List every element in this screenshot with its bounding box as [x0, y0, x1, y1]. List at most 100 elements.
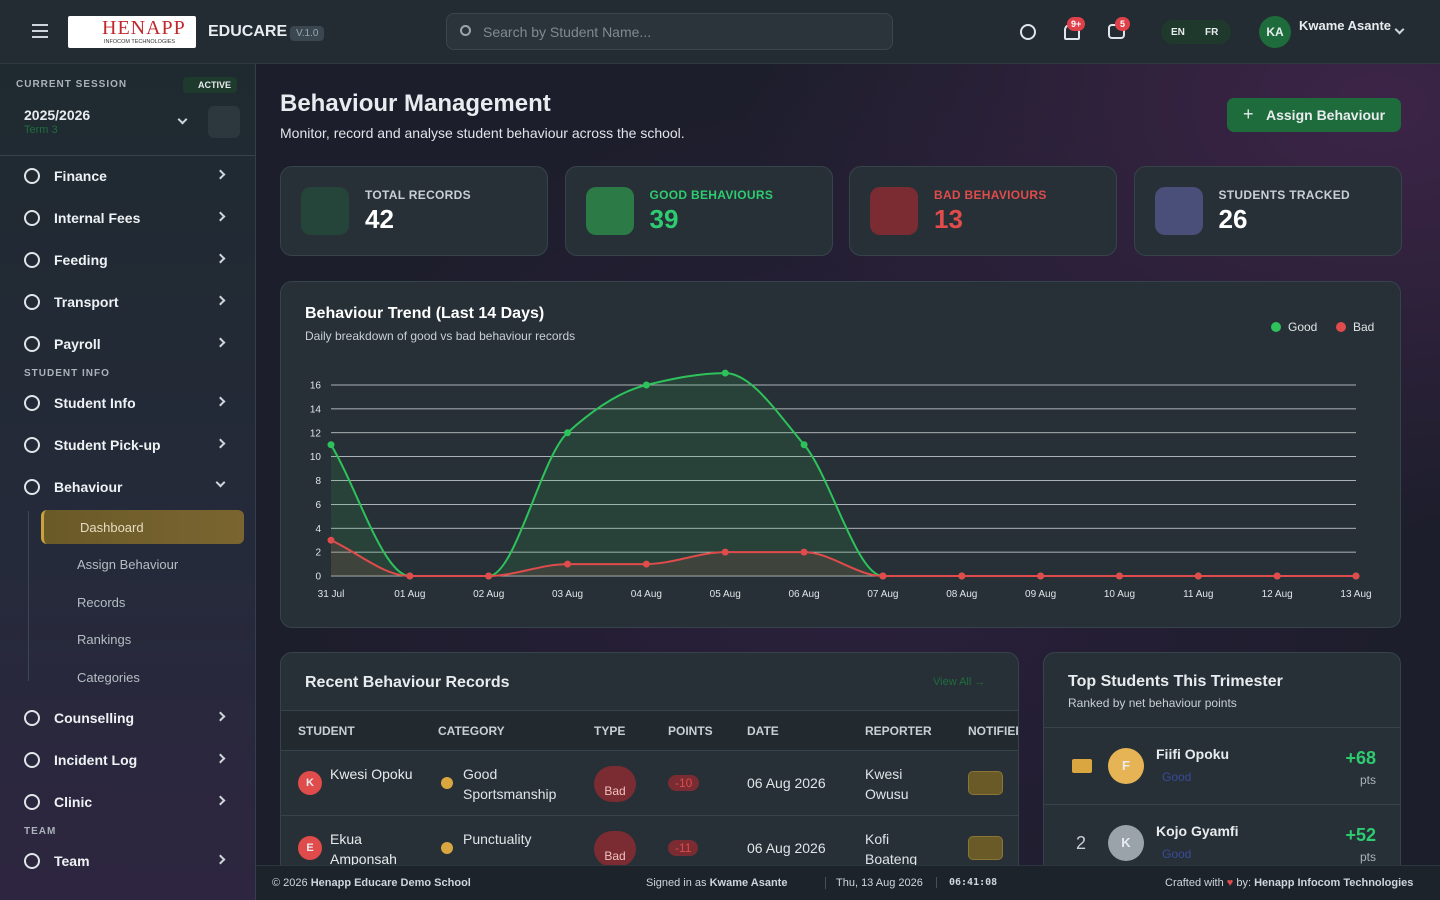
notify-button[interactable] — [968, 771, 1003, 795]
nav-label: Internal Fees — [54, 210, 141, 226]
stat-label: STUDENTS TRACKED — [1218, 188, 1350, 202]
column-header: REPORTER — [865, 724, 932, 738]
legend-label: Good — [1288, 320, 1317, 334]
row-divider — [1044, 804, 1400, 805]
chevron — [215, 253, 226, 264]
rank: 2 — [1076, 833, 1087, 853]
sub-item[interactable]: Categories — [41, 660, 244, 694]
session-label: CURRENT SESSION — [16, 79, 128, 90]
sub-label: Rankings — [77, 631, 132, 647]
nav-item[interactable]: Feeding — [24, 242, 232, 278]
stat-card: STUDENTS TRACKED 26 — [1133, 166, 1402, 256]
view-all[interactable]: View All → — [933, 676, 986, 688]
nav-icon — [24, 336, 40, 352]
x-tick-label: 11 Aug — [1183, 589, 1213, 600]
chevron — [215, 438, 226, 449]
user-name[interactable]: Kwame Asante — [1299, 18, 1391, 33]
legend-marker — [1336, 322, 1346, 332]
nav-item[interactable]: Finance — [24, 158, 232, 194]
nav-label: Incident Log — [54, 752, 138, 768]
chevron — [215, 854, 226, 865]
data-point — [485, 572, 493, 580]
nav-item[interactable]: Team — [24, 843, 232, 879]
sub-item[interactable]: Rankings — [41, 622, 244, 656]
stat-card: TOTAL RECORDS 42 — [280, 166, 548, 256]
search-box[interactable]: Search by Student Name... — [446, 13, 893, 50]
signed-user: Kwame Asante — [709, 877, 788, 889]
category: Punctuality — [463, 831, 532, 847]
net-points: +68 — [1345, 748, 1376, 768]
page-title: Behaviour Management — [280, 90, 551, 117]
stat-value: 13 — [934, 204, 963, 234]
language[interactable]: EN — [1171, 27, 1185, 38]
nav-item[interactable]: Behaviour — [24, 469, 232, 505]
x-tick-label: 12 Aug — [1262, 589, 1293, 600]
copyright: © 2026 — [272, 877, 308, 889]
nav-icon — [24, 210, 40, 226]
column-header: DATE — [747, 724, 779, 738]
type-badge: Bad — [594, 766, 636, 802]
records-card: Recent Behaviour Records View All → STUD… — [280, 652, 1019, 865]
menu-toggle[interactable] — [32, 24, 48, 38]
student-name[interactable]: Kwesi Opoku — [330, 766, 413, 782]
status: Good — [1162, 847, 1192, 861]
session-grid-button[interactable] — [208, 106, 240, 138]
avatar[interactable]: KA — [1259, 16, 1291, 48]
session-select[interactable] — [177, 114, 188, 125]
nav-item[interactable]: Transport — [24, 284, 232, 320]
nav-item[interactable]: Internal Fees — [24, 200, 232, 236]
y-tick-label: 2 — [315, 548, 321, 559]
session-term: Term 3 — [24, 124, 58, 136]
stat-card: GOOD BEHAVIOURS 39 — [564, 166, 833, 256]
legend-label: Bad — [1353, 320, 1374, 334]
student-name[interactable]: Kojo Gyamfi — [1156, 823, 1239, 839]
chevron — [215, 477, 226, 488]
column-header: STUDENT — [298, 724, 355, 738]
nav-item[interactable]: Student Pick-up — [24, 427, 232, 463]
data-point — [327, 441, 335, 449]
notify-button[interactable] — [968, 836, 1003, 860]
user-menu[interactable] — [1394, 24, 1405, 35]
nav-item[interactable]: Clinic — [24, 784, 232, 820]
chevron — [215, 795, 226, 806]
sub-item[interactable]: Records — [41, 585, 244, 619]
stat-label: GOOD BEHAVIOURS — [649, 188, 774, 202]
nav-icon — [24, 710, 40, 726]
chevron — [215, 337, 226, 348]
student-name[interactable]: Ekua Amponsah — [330, 831, 397, 865]
date: 06 Aug 2026 — [747, 775, 826, 791]
x-tick-label: 06 Aug — [788, 589, 819, 600]
x-tick-label: 03 Aug — [552, 589, 583, 600]
language[interactable]: FR — [1205, 27, 1219, 38]
stat-label: BAD BEHAVIOURS — [934, 188, 1047, 202]
theme-toggle[interactable] — [1020, 24, 1036, 40]
reporter: Kofi Boateng — [865, 831, 918, 865]
sub-item[interactable]: Assign Behaviour — [41, 547, 244, 581]
nav-item[interactable]: Student Info — [24, 385, 232, 421]
top-title: Top Students This Trimester — [1068, 673, 1283, 690]
sub-label: Assign Behaviour — [77, 556, 179, 572]
nav-label: Student Info — [54, 395, 136, 411]
sub-item[interactable]: Dashboard — [41, 510, 244, 544]
assign-button[interactable]: Assign Behaviour + — [1227, 98, 1401, 132]
column-header: CATEGORY — [438, 724, 505, 738]
section-label: STUDENT INFO — [24, 368, 110, 379]
stat-icon — [1154, 187, 1203, 235]
points-unit: pts — [1359, 850, 1376, 864]
search-placeholder: Search by Student Name... — [483, 24, 652, 40]
nav-icon — [24, 395, 40, 411]
nav-item[interactable]: Counselling — [24, 700, 232, 736]
nav-item[interactable]: Payroll — [24, 326, 232, 362]
chevron — [215, 211, 226, 222]
data-point — [721, 548, 729, 556]
nav-label: Behaviour — [54, 479, 123, 495]
nav-item[interactable]: Incident Log — [24, 742, 232, 778]
divider — [0, 155, 255, 156]
logo: HENAPP INFOCOM TECHNOLOGIES — [68, 16, 196, 48]
data-point — [406, 572, 414, 580]
x-tick-label: 13 Aug — [1340, 589, 1371, 600]
company: Henapp Infocom Technologies — [1254, 877, 1414, 889]
chevron — [215, 295, 226, 306]
student-name[interactable]: Fiifi Opoku — [1156, 746, 1230, 762]
